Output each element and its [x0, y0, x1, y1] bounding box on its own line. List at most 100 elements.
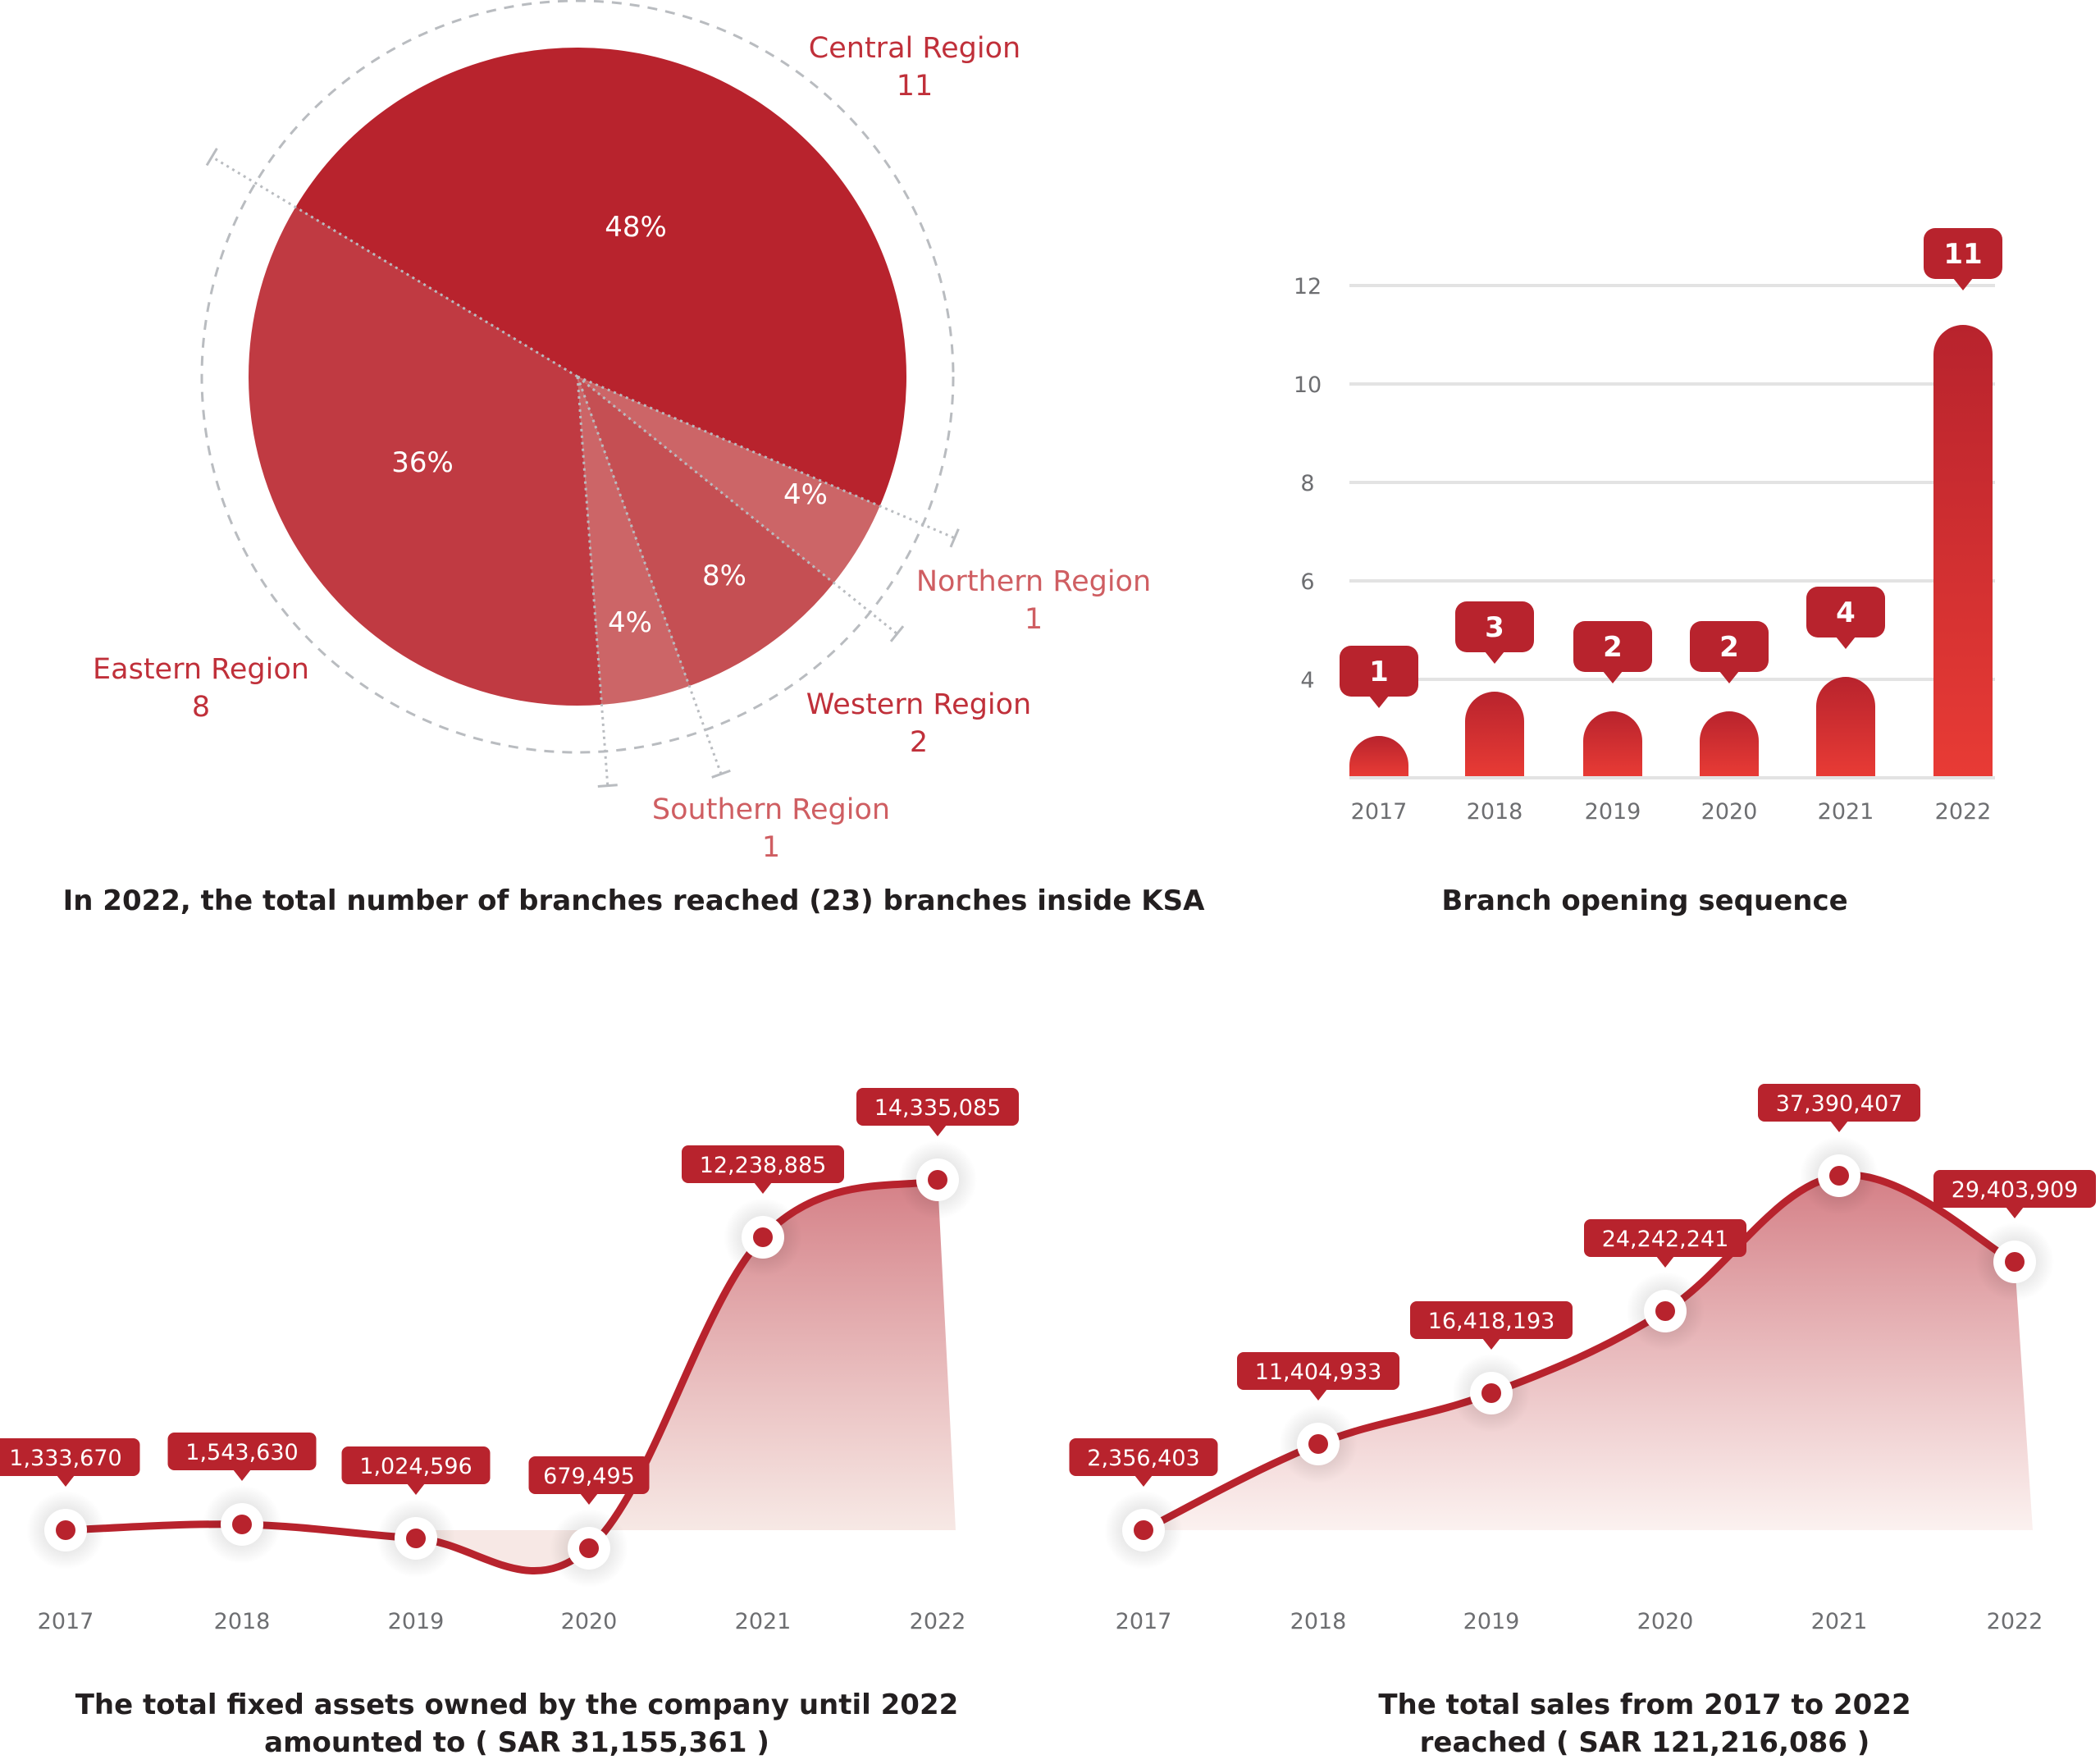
bar-2020: [1700, 711, 1759, 776]
pie-region-label: Northern Region: [916, 565, 1151, 598]
data-point-2017: [56, 1520, 75, 1540]
bar-chart: 4 6 8 10 12 1 2017 3 2018 2 2019 2 2020 4 2021 11 2022: [1294, 228, 2002, 825]
pie-region-count: 11: [897, 70, 934, 103]
bar-value-label: 2: [1719, 631, 1739, 664]
value-bubble: [528, 1456, 650, 1494]
pie-percent-label: 48%: [605, 211, 667, 244]
pie-leader-line: [211, 155, 578, 378]
pie-percent-label: 8%: [702, 560, 746, 592]
value-label: 24,242,241: [1602, 1227, 1729, 1252]
xtick-label: 2019: [388, 1609, 445, 1634]
data-point-2018: [232, 1515, 252, 1534]
bar-value-bubble-pointer: [1719, 671, 1739, 683]
value-bubble-pointer: [233, 1469, 251, 1481]
data-point-2019: [406, 1529, 426, 1548]
xtick-label: 2022: [1987, 1609, 2043, 1634]
pie-slice-northern-region: [578, 377, 880, 583]
bar-xtick-label: 2021: [1818, 799, 1874, 825]
value-label: 12,238,885: [700, 1153, 827, 1178]
value-bubble-pointer: [407, 1483, 425, 1495]
value-bubble-pointer: [1309, 1389, 1327, 1401]
value-bubble-pointer: [1134, 1475, 1153, 1487]
bar-2017: [1349, 736, 1408, 776]
pie-leader-line: [576, 376, 609, 786]
xtick-label: 2022: [910, 1609, 966, 1634]
data-point-2022: [928, 1170, 947, 1190]
bar-value-bubble: [1573, 621, 1652, 672]
xtick-label: 2020: [1637, 1609, 1694, 1634]
data-point-2019: [1481, 1383, 1501, 1403]
value-bubble-pointer: [2006, 1207, 2024, 1218]
pie-percent-label: 4%: [783, 478, 828, 511]
value-bubble-pointer: [57, 1475, 75, 1487]
pie-region-label: Central Region: [809, 32, 1020, 65]
bar-2019: [1583, 711, 1642, 776]
value-label: 37,390,407: [1776, 1091, 1903, 1117]
value-bubble: [341, 1446, 491, 1484]
value-bubble-pointer: [754, 1182, 772, 1194]
bar-2022: [1933, 325, 1993, 776]
data-point-2017: [1134, 1520, 1153, 1540]
value-bubble-pointer: [1482, 1338, 1500, 1350]
sales-title: The total sales from 2017 to 2022 reache…: [1148, 1686, 2100, 1762]
value-label: 2,356,403: [1087, 1446, 1199, 1471]
pie-percent-label: 4%: [608, 606, 652, 639]
pie-percent-label: 36%: [391, 446, 454, 479]
value-bubble-pointer: [929, 1125, 947, 1136]
bar-value-bubble: [1690, 621, 1769, 672]
bar-value-label: 2: [1603, 631, 1623, 664]
value-bubble: [856, 1088, 1019, 1126]
data-point-2021: [1829, 1166, 1849, 1186]
value-bubble: [1069, 1438, 1218, 1476]
pie-leader-tick: [949, 528, 960, 548]
bar-xtick-label: 2018: [1467, 799, 1523, 825]
data-point-2020: [579, 1538, 599, 1558]
bar-value-label: 3: [1485, 611, 1504, 644]
pie-leader-line: [576, 376, 723, 775]
xtick-label: 2017: [1116, 1609, 1172, 1634]
pie-leader-tick: [711, 769, 731, 779]
area-fill: [1144, 1175, 2033, 1530]
value-bubble: [1237, 1352, 1399, 1390]
value-label: 1,024,596: [359, 1454, 472, 1479]
value-bubble: [682, 1145, 844, 1183]
bar-value-bubble: [1455, 601, 1534, 652]
bar-value-label: 4: [1836, 596, 1856, 629]
value-bubble: [0, 1438, 140, 1476]
pie-region-count: 8: [192, 691, 210, 724]
xtick-label: 2021: [735, 1609, 792, 1634]
data-point-2018: [1308, 1434, 1328, 1454]
bar-value-bubble-pointer: [1603, 671, 1623, 683]
pie-region-count: 1: [1025, 603, 1043, 636]
value-bubble-pointer: [1656, 1256, 1674, 1268]
bar-ytick-label: 8: [1300, 471, 1314, 496]
fixed-assets-title-line-1: The total fixed assets owned by the comp…: [75, 1689, 959, 1721]
data-point-2022: [2005, 1252, 2025, 1272]
value-bubble-pointer: [580, 1493, 598, 1505]
xtick-label: 2019: [1463, 1609, 1520, 1634]
xtick-label: 2020: [561, 1609, 618, 1634]
value-bubble: [1758, 1084, 1920, 1122]
bar-xtick-label: 2020: [1701, 799, 1758, 825]
pie-slice-central-region: [295, 48, 907, 506]
value-bubble: [167, 1433, 317, 1470]
bar-value-bubble: [1806, 587, 1885, 638]
pie-chart-title: In 2022, the total number of branches re…: [62, 884, 1205, 917]
pie-region-count: 1: [762, 831, 780, 864]
pie-slice-eastern-region: [248, 207, 602, 706]
value-label: 679,495: [543, 1464, 635, 1489]
value-label: 16,418,193: [1428, 1309, 1555, 1334]
pie-slice-southern-region: [578, 377, 690, 705]
fixed-assets-title-line-2: amounted to ( SAR 31,155,361 ): [264, 1726, 769, 1759]
data-point-2020: [1655, 1301, 1675, 1321]
bar-ytick-label: 4: [1300, 668, 1314, 693]
fixed-assets-chart: 1,333,670 2017 1,543,630 2018 1,024,596 2019 6…: [0, 1088, 1019, 1634]
pie-region-label: Southern Region: [652, 793, 890, 826]
sales-title-line-1: The total sales from 2017 to 2022: [1378, 1689, 1911, 1721]
value-bubble-pointer: [1830, 1121, 1848, 1132]
pie-leader-tick: [205, 148, 218, 167]
xtick-label: 2018: [214, 1609, 271, 1634]
bar-value-bubble-pointer: [1485, 651, 1504, 664]
bar-ytick-label: 10: [1294, 372, 1322, 398]
